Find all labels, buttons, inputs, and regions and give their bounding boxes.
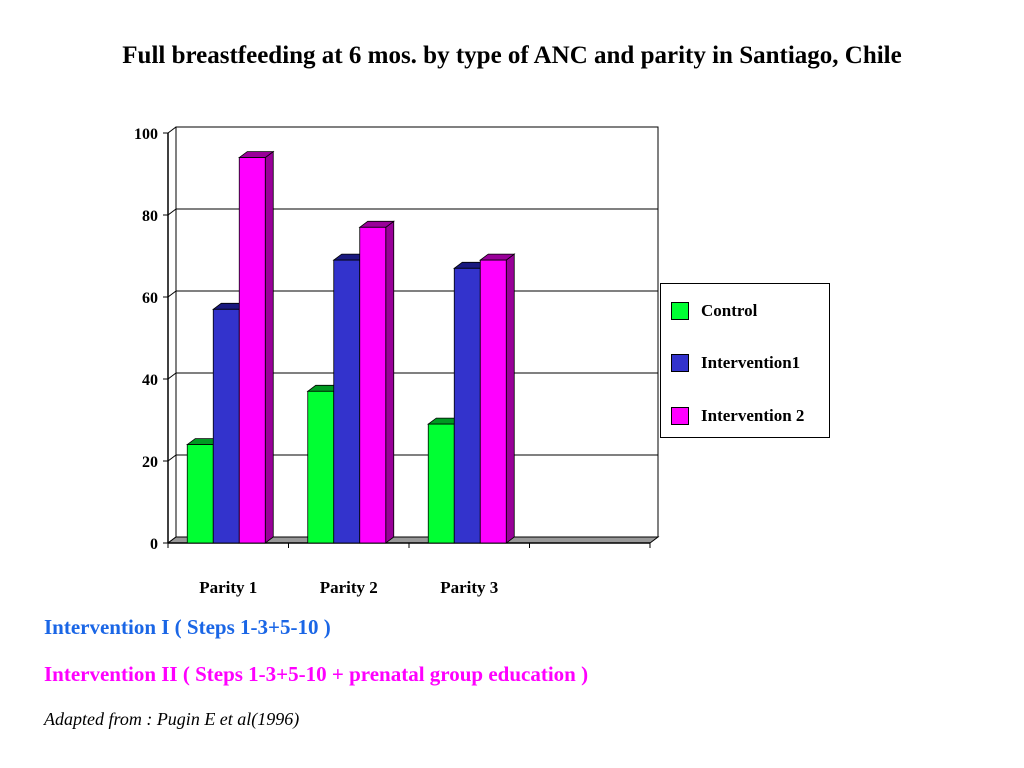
gridline-depth <box>167 290 177 298</box>
y-tick-label: 60 <box>142 290 158 307</box>
legend-label: Intervention 2 <box>701 406 805 425</box>
bar-intervention-2 <box>359 226 387 544</box>
bar-side-intervention-2 <box>264 150 274 544</box>
legend-swatch-intervention1 <box>671 354 689 372</box>
bar-intervention-2 <box>238 157 266 544</box>
bar-intervention1 <box>212 308 240 544</box>
gridline-depth <box>167 454 177 462</box>
y-tick-label: 0 <box>150 536 158 553</box>
source-citation: Adapted from : Pugin E et al(1996) <box>44 709 300 729</box>
x-tick-label: Parity 3 <box>440 578 498 597</box>
bar-intervention1 <box>453 267 481 544</box>
legend-label: Intervention1 <box>701 353 801 372</box>
footnote-intervention-2: Intervention II ( Steps 1-3+5-10 + prena… <box>44 662 589 686</box>
chart-title: Full breastfeeding at 6 mos. by type of … <box>122 42 902 69</box>
x-tick-label: Parity 1 <box>199 578 257 597</box>
gridline-depth <box>167 372 177 380</box>
y-tick-label: 100 <box>134 126 158 143</box>
legend-item-control: Control <box>671 300 757 322</box>
legend-label: Control <box>701 301 758 320</box>
gridline-depth <box>167 208 177 216</box>
footnote-intervention-1: Intervention I ( Steps 1-3+5-10 ) <box>44 615 331 639</box>
bar-side-intervention-2 <box>505 253 515 544</box>
y-tick-label: 20 <box>142 454 158 471</box>
y-tick-label: 80 <box>142 208 158 225</box>
bar-intervention1 <box>333 259 361 544</box>
bar-control <box>427 423 455 544</box>
legend-swatch-intervention-2 <box>671 407 689 425</box>
chart-legend: Control Intervention1 Intervention 2 <box>660 283 830 438</box>
gridline-depth <box>167 126 177 134</box>
legend-swatch-control <box>671 302 689 320</box>
bar-side-intervention-2 <box>385 220 395 544</box>
bar-control <box>307 390 335 544</box>
y-tick-label: 40 <box>142 372 158 389</box>
x-tick-label: Parity 2 <box>320 578 378 597</box>
bar-control <box>186 444 214 544</box>
bar-intervention-2 <box>479 259 507 544</box>
legend-item-intervention1: Intervention1 <box>671 352 800 374</box>
legend-item-intervention-2: Intervention 2 <box>671 405 804 427</box>
